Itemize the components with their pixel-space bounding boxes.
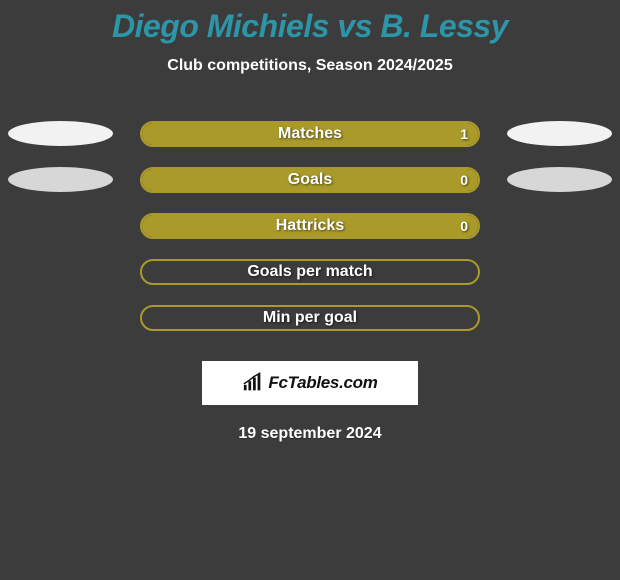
stat-label: Min per goal bbox=[142, 307, 478, 329]
page-title: Diego Michiels vs B. Lessy bbox=[0, 0, 620, 45]
date-text: 19 september 2024 bbox=[0, 425, 620, 443]
player-a-ellipse bbox=[8, 121, 113, 146]
brand-text: FcTables.com bbox=[268, 373, 377, 393]
stat-row: Matches1 bbox=[0, 111, 620, 157]
stat-bar: Goals0 bbox=[140, 167, 480, 193]
player-a-ellipse bbox=[8, 167, 113, 192]
stat-value: 0 bbox=[460, 169, 468, 191]
stat-bar: Matches1 bbox=[140, 121, 480, 147]
player-b-ellipse bbox=[507, 167, 612, 192]
brand-logo: FcTables.com bbox=[242, 372, 377, 394]
stat-label: Matches bbox=[142, 123, 478, 145]
player-b-ellipse bbox=[507, 121, 612, 146]
stat-row: Goals per match bbox=[0, 249, 620, 295]
stat-label: Goals bbox=[142, 169, 478, 191]
comparison-card: Diego Michiels vs B. Lessy Club competit… bbox=[0, 0, 620, 580]
stat-row: Min per goal bbox=[0, 295, 620, 341]
stat-label: Goals per match bbox=[142, 261, 478, 283]
stat-bars: Matches1Goals0Hattricks0Goals per matchM… bbox=[0, 111, 620, 341]
player-b-name: B. Lessy bbox=[380, 8, 508, 44]
stat-row: Hattricks0 bbox=[0, 203, 620, 249]
stat-label: Hattricks bbox=[142, 215, 478, 237]
stat-value: 0 bbox=[460, 215, 468, 237]
stat-bar: Min per goal bbox=[140, 305, 480, 331]
subtitle: Club competitions, Season 2024/2025 bbox=[0, 57, 620, 75]
chart-bars-icon bbox=[242, 372, 264, 394]
stat-row: Goals0 bbox=[0, 157, 620, 203]
vs-separator: vs bbox=[337, 8, 372, 44]
stat-bar: Hattricks0 bbox=[140, 213, 480, 239]
stat-bar: Goals per match bbox=[140, 259, 480, 285]
stat-value: 1 bbox=[460, 123, 468, 145]
brand-logo-box: FcTables.com bbox=[202, 361, 418, 405]
player-a-name: Diego Michiels bbox=[112, 8, 329, 44]
